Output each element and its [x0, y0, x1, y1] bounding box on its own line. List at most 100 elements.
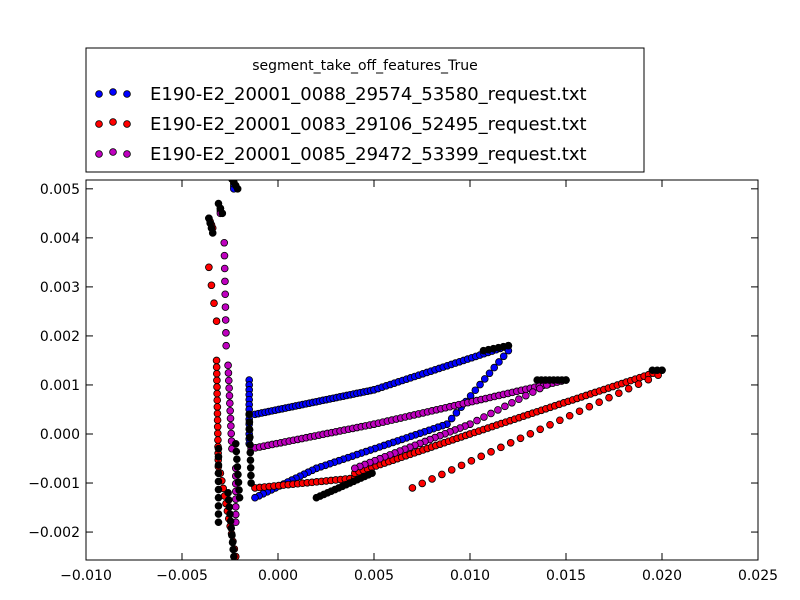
data-point: [214, 436, 222, 444]
data-point: [212, 317, 221, 326]
data-point: [205, 263, 213, 272]
y-tick-label: −0.002: [28, 525, 80, 541]
y-tick-label: 0.001: [40, 378, 80, 394]
legend-label: E190-E2_20001_0083_29106_52495_request.t…: [150, 114, 587, 135]
y-tick-label: 0.002: [40, 329, 80, 345]
data-point: [418, 479, 427, 488]
x-tick-label: −0.010: [60, 568, 112, 584]
legend-label: E190-E2_20001_0085_29472_53399_request.t…: [150, 144, 587, 165]
data-point: [536, 425, 544, 434]
legend-marker: [95, 120, 103, 128]
data-point: [221, 316, 230, 324]
data-point: [245, 418, 254, 426]
data-point: [221, 303, 230, 311]
data-point: [595, 398, 603, 407]
data-point: [504, 341, 513, 350]
data-point: [495, 358, 503, 366]
data-point: [213, 396, 222, 405]
data-point: [220, 264, 229, 273]
data-point: [213, 376, 221, 385]
plot-area: [86, 180, 758, 560]
data-point: [522, 391, 530, 400]
data-point: [213, 403, 222, 411]
data-point: [224, 376, 233, 385]
data-point: [213, 409, 222, 418]
x-tick-label: 0.025: [738, 568, 778, 584]
x-tick-label: 0.020: [642, 568, 682, 584]
data-point: [214, 444, 223, 453]
data-point: [246, 463, 255, 472]
data-point: [245, 425, 254, 434]
data-point: [615, 389, 623, 397]
data-point: [212, 369, 221, 378]
data-point: [212, 363, 221, 371]
data-point: [246, 433, 254, 442]
data-point: [447, 466, 456, 474]
data-point: [230, 552, 238, 560]
data-point: [245, 410, 254, 419]
data-point: [233, 185, 242, 193]
data-point: [562, 376, 570, 384]
data-point: [246, 448, 255, 457]
legend-marker: [109, 88, 117, 96]
x-tick-label: 0.000: [258, 568, 298, 584]
data-point: [467, 457, 476, 465]
y-tick-label: −0.001: [28, 476, 80, 492]
data-point: [221, 277, 229, 286]
legend-label: E190-E2_20001_0088_29574_53580_request.t…: [150, 84, 587, 105]
data-point: [226, 399, 234, 408]
y-tick-label: 0.003: [40, 280, 80, 296]
data-point: [634, 380, 643, 388]
data-point: [536, 384, 544, 393]
data-point: [212, 356, 221, 365]
y-tick-label: 0.005: [40, 182, 80, 198]
x-tick-label: 0.010: [450, 568, 490, 584]
data-point: [546, 420, 554, 429]
data-point: [526, 429, 535, 438]
data-point: [214, 510, 223, 518]
data-point: [214, 477, 223, 486]
data-point: [529, 388, 537, 396]
data-point: [214, 502, 223, 510]
data-point: [220, 238, 229, 247]
legend-marker: [95, 150, 103, 158]
x-axis: −0.010 −0.005 0.000 0.005 0.010 0.015 0.020 0.0…: [60, 180, 778, 584]
data-point: [447, 414, 456, 423]
data-point: [214, 493, 223, 502]
data-point: [575, 407, 584, 416]
legend-title: segment_take_off_features_True: [252, 58, 477, 74]
data-point: [247, 471, 255, 480]
data-point: [213, 389, 221, 398]
data-point: [471, 386, 480, 395]
data-point: [457, 461, 466, 470]
data-point: [247, 479, 255, 487]
data-point: [208, 229, 217, 237]
data-point: [234, 470, 242, 479]
data-point: [485, 369, 494, 378]
data-point: [515, 395, 523, 404]
data-point: [605, 393, 613, 402]
data-point: [227, 422, 235, 430]
data-point: [227, 429, 236, 438]
data-point: [227, 524, 236, 533]
data-point: [368, 469, 376, 478]
legend-entry: E190-E2_20001_0088_29574_53580_request.t…: [95, 84, 587, 105]
series-3-points: [205, 180, 666, 560]
data-point: [214, 485, 223, 494]
legend-marker: [123, 150, 131, 158]
data-point: [226, 510, 234, 518]
y-tick-label: 0.000: [40, 427, 80, 443]
data-point: [224, 369, 233, 377]
data-point: [214, 461, 223, 469]
x-tick-label: −0.005: [156, 568, 208, 584]
data-point: [644, 375, 653, 384]
data-point: [225, 391, 234, 400]
y-axis: −0.002 −0.001 0.000 0.001 0.002 0.003 0.004 0.0…: [28, 182, 758, 541]
data-point: [207, 281, 216, 290]
data-point: [233, 455, 241, 464]
data-point: [220, 251, 229, 260]
plot-frame: [85, 179, 759, 561]
data-point: [214, 469, 223, 478]
legend-marker: [123, 120, 131, 128]
